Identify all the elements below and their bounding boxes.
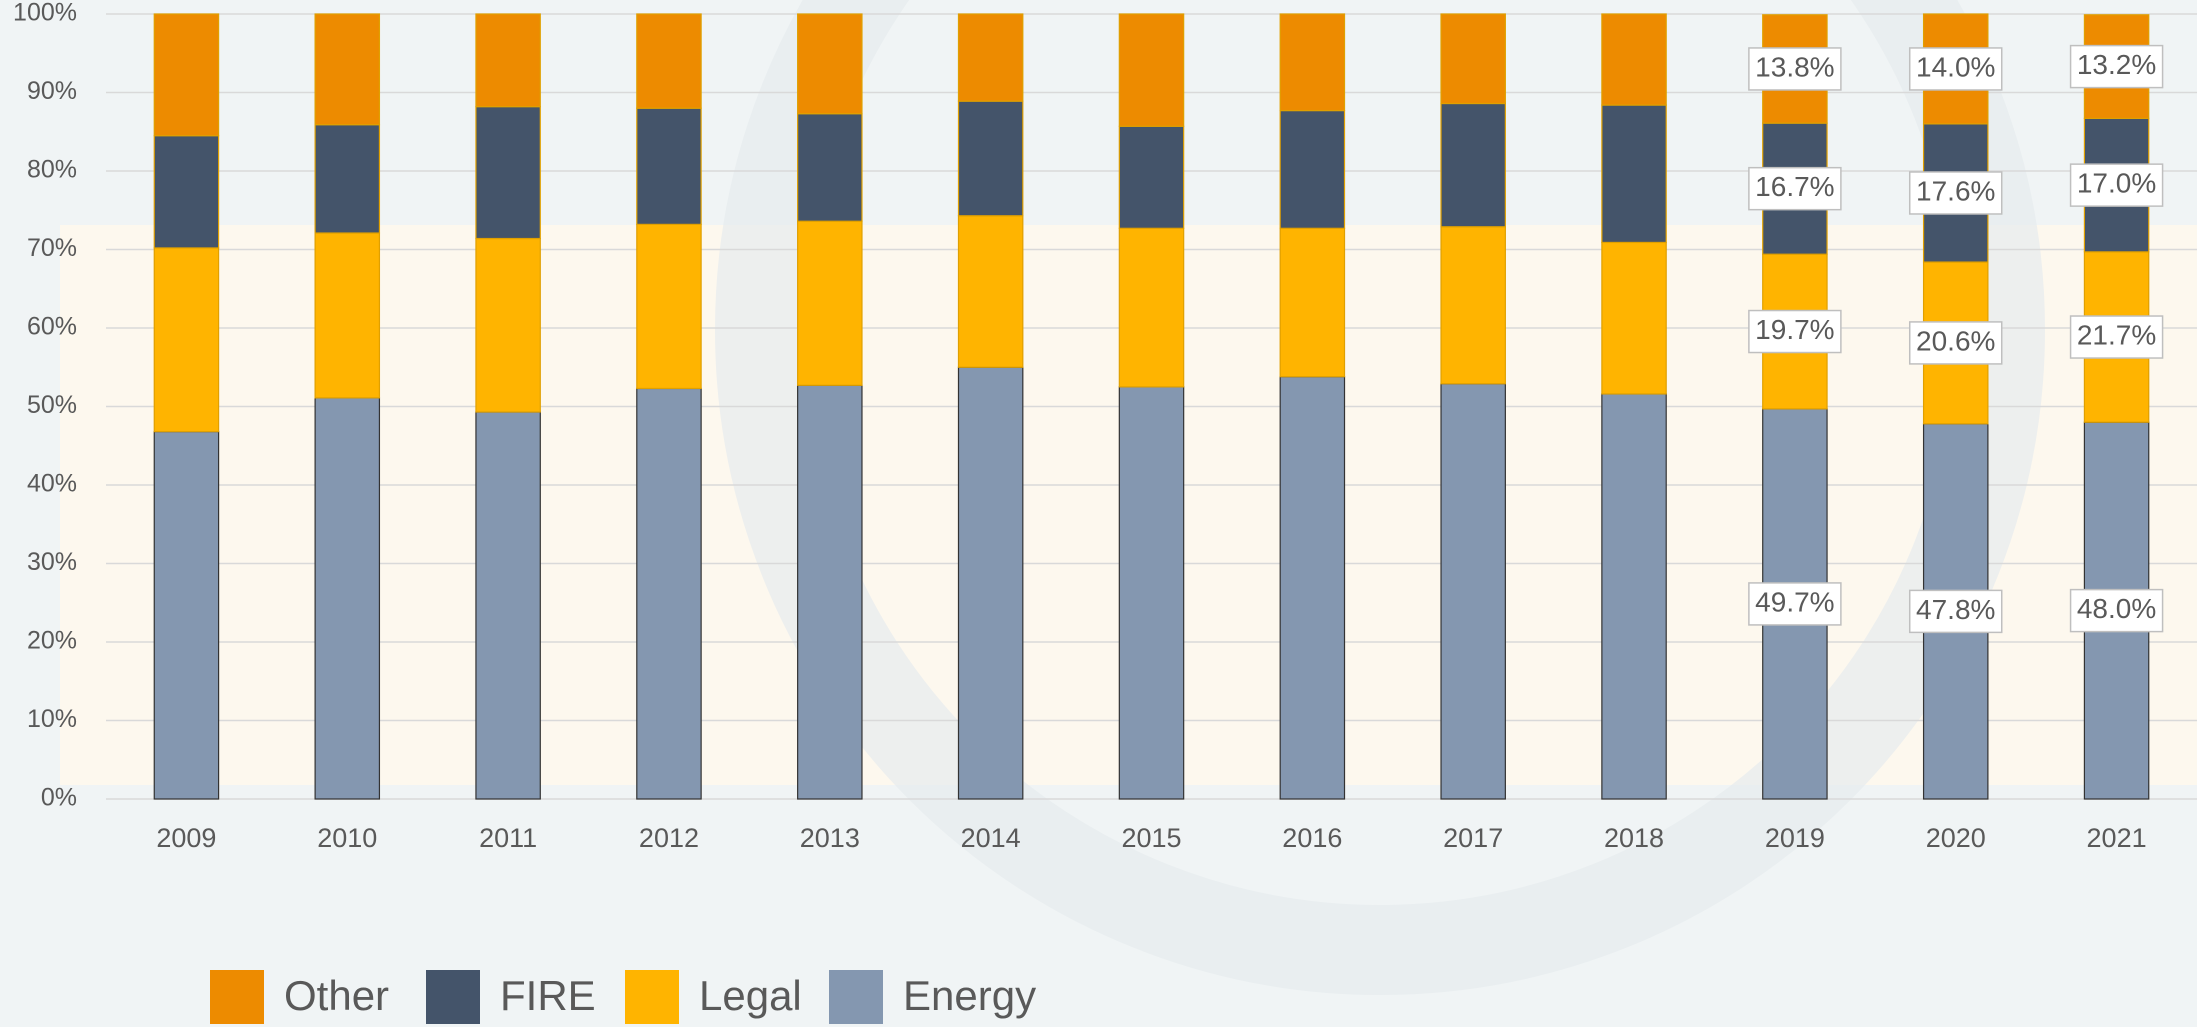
- legend-label: FIRE: [500, 972, 596, 1019]
- bar-segment: [1279, 13, 1346, 112]
- data-label: 49.7%: [1755, 586, 1834, 617]
- data-label: 17.6%: [1916, 175, 1995, 206]
- y-tick-label: 0%: [41, 784, 77, 812]
- bar-segment: [314, 397, 381, 800]
- data-label: 21.7%: [2077, 319, 2156, 350]
- bar-segment: [797, 220, 863, 386]
- x-tick-label: 2009: [156, 823, 216, 853]
- bar-segment: [1440, 383, 1506, 800]
- bar-segment: [153, 13, 220, 137]
- bar-segment: [475, 13, 541, 108]
- bar-segment: [636, 13, 702, 109]
- data-label-box: [1748, 47, 1842, 91]
- bar-segment: [1279, 227, 1346, 378]
- data-label: 17.0%: [2077, 168, 2156, 199]
- y-tick-label: 30%: [27, 548, 77, 576]
- data-label: 13.8%: [1755, 51, 1834, 82]
- x-tick-label: 2012: [639, 823, 699, 853]
- legend-label: Other: [284, 972, 389, 1019]
- bar-segment: [153, 431, 220, 800]
- bar-segment: [636, 223, 702, 390]
- x-tick-label: 2016: [1282, 823, 1342, 853]
- bar-segment: [314, 124, 381, 234]
- bar-segment: [1118, 13, 1185, 127]
- bar-segment: [314, 232, 381, 399]
- data-label-box: [1908, 589, 2003, 634]
- bar-segment: [797, 384, 863, 800]
- bar-segment: [1279, 376, 1346, 800]
- y-tick-label: 90%: [27, 77, 77, 105]
- legend-label: Legal: [699, 972, 802, 1019]
- bar-segment: [957, 366, 1024, 800]
- data-label-box: [2069, 163, 2164, 207]
- data-label: 16.7%: [1755, 171, 1834, 202]
- bar-segment: [314, 13, 381, 126]
- x-tick-label: 2014: [961, 823, 1021, 853]
- x-tick-label: 2021: [2087, 823, 2147, 853]
- y-tick-label: 20%: [27, 627, 77, 655]
- bar-segment: [1440, 13, 1506, 105]
- bar-segment: [475, 237, 541, 413]
- y-tick-label: 70%: [27, 234, 77, 262]
- y-tick-label: 60%: [27, 313, 77, 341]
- legend-label: Energy: [903, 972, 1036, 1019]
- data-label: 19.7%: [1755, 314, 1834, 345]
- x-tick-label: 2011: [479, 823, 537, 853]
- x-tick-label: 2013: [800, 823, 860, 853]
- bar-segment: [153, 247, 220, 433]
- bar-segment: [1440, 102, 1506, 228]
- legend-swatch: [625, 970, 679, 1024]
- bar-segment: [957, 215, 1024, 368]
- bar-segment: [797, 13, 863, 115]
- x-tick-label: 2018: [1604, 823, 1664, 853]
- data-label-box: [1748, 582, 1842, 626]
- x-tick-label: 2019: [1765, 823, 1825, 853]
- x-tick-label: 2015: [1121, 823, 1181, 853]
- bar-segment: [1118, 386, 1185, 800]
- bar-segment: [636, 387, 702, 800]
- x-tick-label: 2017: [1443, 823, 1503, 853]
- bar-segment: [957, 100, 1024, 217]
- data-label: 47.8%: [1916, 594, 1995, 625]
- y-tick-label: 40%: [27, 470, 77, 498]
- bar-segment: [1279, 109, 1346, 229]
- bar-segment: [1601, 13, 1667, 106]
- data-label: 48.0%: [2077, 593, 2156, 624]
- bar-segment: [1601, 104, 1667, 244]
- bar-segment: [1118, 125, 1185, 229]
- legend-swatch: [829, 970, 883, 1024]
- bar-segment: [1440, 226, 1506, 385]
- data-label-box: [2069, 588, 2164, 633]
- data-label-box: [1908, 171, 2003, 215]
- bar-segment: [475, 106, 541, 240]
- bar-segment: [636, 107, 702, 225]
- bar-segment: [475, 411, 541, 800]
- data-label-box: [1748, 166, 1842, 211]
- y-tick-label: 50%: [27, 391, 77, 419]
- y-tick-label: 10%: [27, 705, 77, 733]
- data-label-box: [1748, 309, 1842, 354]
- y-tick-label: 100%: [13, 0, 77, 27]
- bar-segment: [1118, 227, 1185, 388]
- data-label-box: [2069, 44, 2164, 89]
- bar-segment: [1601, 393, 1667, 800]
- legend-swatch: [426, 970, 480, 1024]
- x-tick-label: 2020: [1926, 823, 1986, 853]
- data-label-box: [1908, 47, 2003, 91]
- legend-swatch: [210, 970, 264, 1024]
- bar-segment: [153, 135, 220, 249]
- bar-segment: [957, 13, 1024, 102]
- data-label: 14.0%: [1916, 51, 1995, 82]
- y-tick-label: 80%: [27, 156, 77, 184]
- data-label-box: [1908, 321, 2003, 365]
- data-label-box: [2069, 315, 2164, 359]
- bar-segment: [1601, 241, 1667, 395]
- bar-segment: [797, 113, 863, 222]
- data-label: 13.2%: [2077, 49, 2156, 80]
- data-label: 20.6%: [1916, 325, 1995, 356]
- x-tick-label: 2010: [317, 823, 377, 853]
